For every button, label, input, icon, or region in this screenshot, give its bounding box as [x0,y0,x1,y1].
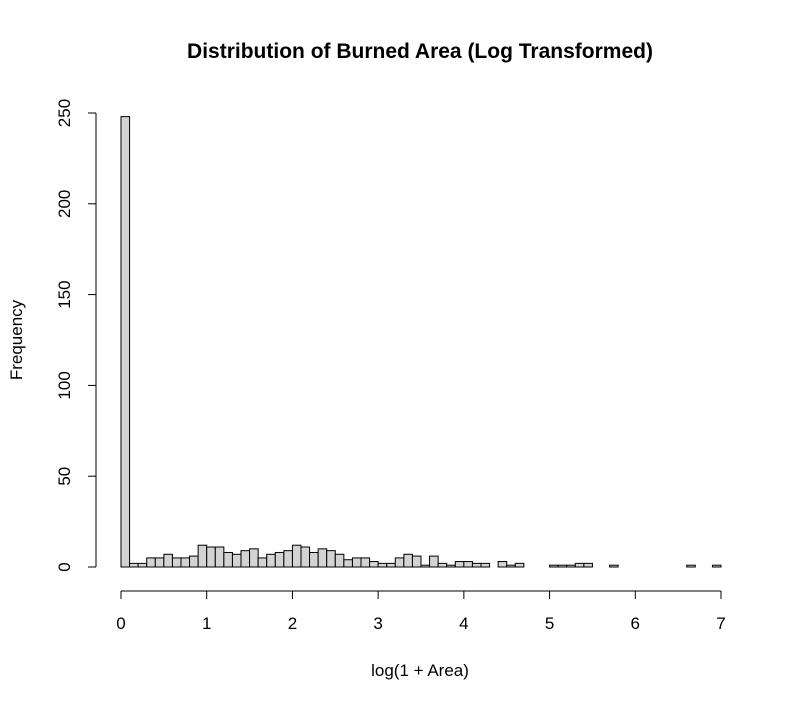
histogram-bar [454,561,465,568]
histogram-bar [574,562,585,568]
histogram-bar [129,562,139,568]
x-tick-label: 7 [716,614,725,633]
histogram-bar [231,553,242,568]
y-axis-label: Frequency [7,299,26,380]
histogram-bar [403,553,413,568]
histogram-bar [334,553,345,568]
x-tick-label: 5 [545,614,554,633]
x-tick-label: 1 [202,614,211,633]
histogram-bar [360,557,371,568]
histogram-bar [189,555,199,568]
histogram-bar [223,551,233,568]
histogram-bar [394,557,405,568]
histogram-bar [197,544,208,568]
histogram-bar [514,562,525,568]
histogram-bar [206,546,216,568]
x-axis: 0 1 2 3 4 5 6 7 [116,590,726,633]
histogram-bar [369,561,379,568]
histogram-bar [291,544,302,568]
y-tick-label: 100 [55,371,74,399]
histogram-bar [429,555,439,568]
y-tick-label: 150 [55,280,74,308]
x-tick-label: 2 [288,614,297,633]
histogram-bar [180,557,191,568]
histogram-bar [711,564,722,568]
histogram-bar [266,553,276,568]
histogram-bar [154,557,165,568]
histogram-bar [257,557,268,568]
histogram-bar [480,562,491,568]
histogram-bar [240,550,251,568]
x-tick-label: 3 [373,614,382,633]
histogram-bar [549,564,559,568]
y-tick-label: 0 [55,562,74,571]
histogram-bar [583,562,593,568]
x-tick-label: 6 [631,614,640,633]
histogram-bar [300,546,311,568]
histogram-bar [283,550,293,568]
histogram-bar [146,557,156,568]
histogram-bar [446,564,456,568]
chart-title: Distribution of Burned Area (Log Transfo… [187,40,653,63]
histogram-bar [386,562,396,568]
histogram-bar [274,551,285,568]
histogram-bar [137,562,148,568]
x-tick-label: 4 [459,614,468,633]
histogram-bar [377,562,388,568]
y-tick-label: 50 [55,467,74,486]
histogram-bar [566,564,576,568]
histogram-bar [497,561,508,568]
histogram-bar [686,564,696,568]
histogram-bar [506,564,516,568]
histogram-bar [471,562,482,568]
histogram-bar [317,548,328,568]
histogram-bar [120,116,131,568]
y-tick-label: 250 [55,99,74,127]
histogram-bar [326,550,336,568]
histogram-bar [351,557,362,568]
x-tick-label: 0 [116,614,125,633]
histogram-bar [557,564,568,568]
histogram-bar [171,557,182,568]
histogram-bar [309,551,319,568]
x-axis-label: log(1 + Area) [371,661,469,680]
histogram-bars [120,116,722,568]
y-axis: 0 50 100 150 200 250 [55,99,97,572]
histogram-bar [163,553,173,568]
histogram-bar [214,546,225,568]
histogram-bar [249,548,259,568]
histogram-bar [463,561,473,568]
histogram-bar [411,555,422,568]
histogram-bar [437,562,448,568]
y-tick-label: 200 [55,190,74,218]
histogram-bar [420,564,431,568]
histogram-bar [609,564,619,568]
histogram-bar [343,559,353,568]
